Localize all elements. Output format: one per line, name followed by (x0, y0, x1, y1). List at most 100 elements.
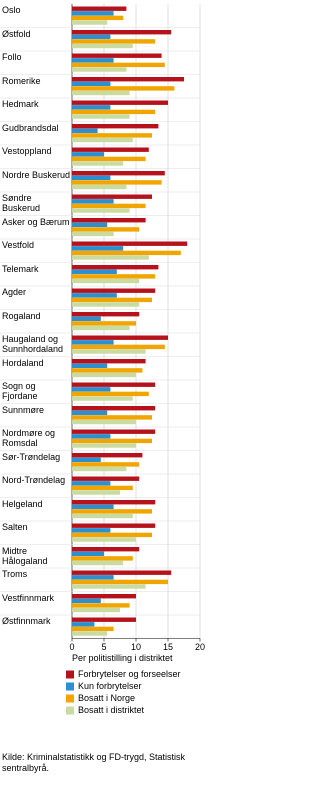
category-label: Østfold (2, 28, 31, 39)
category-label: Haugaland og Sunnhordaland (2, 334, 64, 354)
bar (72, 278, 140, 284)
bar (72, 603, 130, 608)
bar (72, 321, 136, 326)
bar (72, 316, 101, 321)
x-tick-label: 10 (131, 642, 141, 652)
chart: 0 5 10 15 20 Per politistilling i distriktet F… (0, 4, 206, 773)
bar (72, 67, 127, 72)
bar (72, 161, 124, 166)
bar (72, 147, 149, 152)
x-tick-label: 20 (195, 642, 205, 652)
bar (72, 547, 140, 552)
legend-label: Bosatt i Norge (78, 693, 135, 703)
bar (72, 20, 108, 25)
bar (72, 105, 111, 110)
bar (72, 86, 175, 91)
bar (72, 415, 152, 420)
bar (72, 43, 133, 49)
bar (72, 485, 133, 491)
category-label: Vestoppland (2, 146, 52, 156)
bar (72, 293, 117, 298)
plot: 0 5 10 15 20 Per politistilling i distriktet F… (0, 4, 205, 715)
legend-label: Bosatt i distriktet (78, 705, 145, 715)
bar (72, 137, 133, 143)
bar (72, 180, 162, 185)
bar (72, 274, 156, 279)
bar (72, 124, 159, 129)
bar (72, 227, 140, 232)
category-label: Vestfold (2, 240, 35, 250)
bar (72, 509, 152, 514)
bar (72, 344, 165, 350)
bar (72, 476, 140, 481)
legend-swatch (66, 694, 74, 703)
bar (72, 241, 188, 246)
bar (72, 156, 146, 162)
category-label: Midtre Hålogaland (2, 545, 48, 566)
category-label: Romerike (2, 75, 41, 86)
category-label: Hedmark (2, 99, 39, 109)
bar (72, 77, 184, 82)
bar (72, 114, 130, 119)
bar (72, 419, 136, 425)
bar (72, 429, 156, 434)
category-label: Sør-Trøndelag (2, 451, 61, 462)
legend-label: Kun forbrytelser (78, 681, 142, 691)
bar (72, 466, 127, 472)
bar (72, 269, 117, 274)
bar (72, 513, 133, 519)
bar (72, 184, 127, 190)
bar (72, 575, 114, 580)
bar (72, 410, 108, 415)
bar (72, 34, 111, 39)
bar (72, 443, 136, 448)
bar (72, 255, 149, 260)
category-label: Sunnmøre (2, 404, 45, 415)
category-label: Østfinnmark (2, 616, 51, 626)
bar (72, 382, 156, 387)
bar (72, 109, 156, 115)
bar (72, 6, 127, 11)
bar (72, 62, 165, 68)
category-label: Asker og Bærum (2, 216, 70, 227)
bar (72, 208, 130, 213)
bar (72, 152, 104, 157)
bar (72, 81, 111, 86)
x-tick-label: 15 (163, 642, 173, 652)
category-label: Sogn og Fjordane (2, 381, 38, 401)
legend-swatch (66, 706, 74, 715)
x-tick-label: 5 (101, 642, 106, 652)
bar (72, 128, 98, 133)
bar (72, 523, 156, 528)
bar (72, 199, 114, 204)
bar (72, 312, 140, 317)
bar (72, 453, 143, 458)
bar (72, 570, 172, 575)
bar (72, 39, 156, 44)
bar (72, 231, 114, 237)
bar (72, 598, 101, 603)
bar (72, 622, 95, 627)
bar (72, 434, 111, 439)
bar (72, 218, 146, 223)
legend-swatch (66, 682, 74, 691)
legend-swatch (66, 670, 74, 679)
bar (72, 626, 114, 632)
category-label: Salten (2, 522, 28, 532)
bar (72, 372, 136, 378)
category-label: Nordre Buskerud (2, 169, 71, 180)
bar (72, 90, 130, 96)
bar (72, 30, 172, 35)
category-label: Vestfinnmark (2, 592, 55, 603)
category-label: Agder (2, 287, 27, 297)
bar (72, 490, 120, 495)
source: Kilde: Kriminalstatistikk og FD-trygd, S… (2, 752, 186, 773)
category-label: Troms (2, 569, 28, 579)
bar (72, 560, 124, 566)
bar (72, 288, 156, 293)
bar (72, 457, 101, 462)
bar (72, 222, 108, 227)
bar (72, 349, 146, 354)
category-label: Hordaland (2, 357, 44, 368)
x-tick-label: 0 (69, 642, 74, 652)
